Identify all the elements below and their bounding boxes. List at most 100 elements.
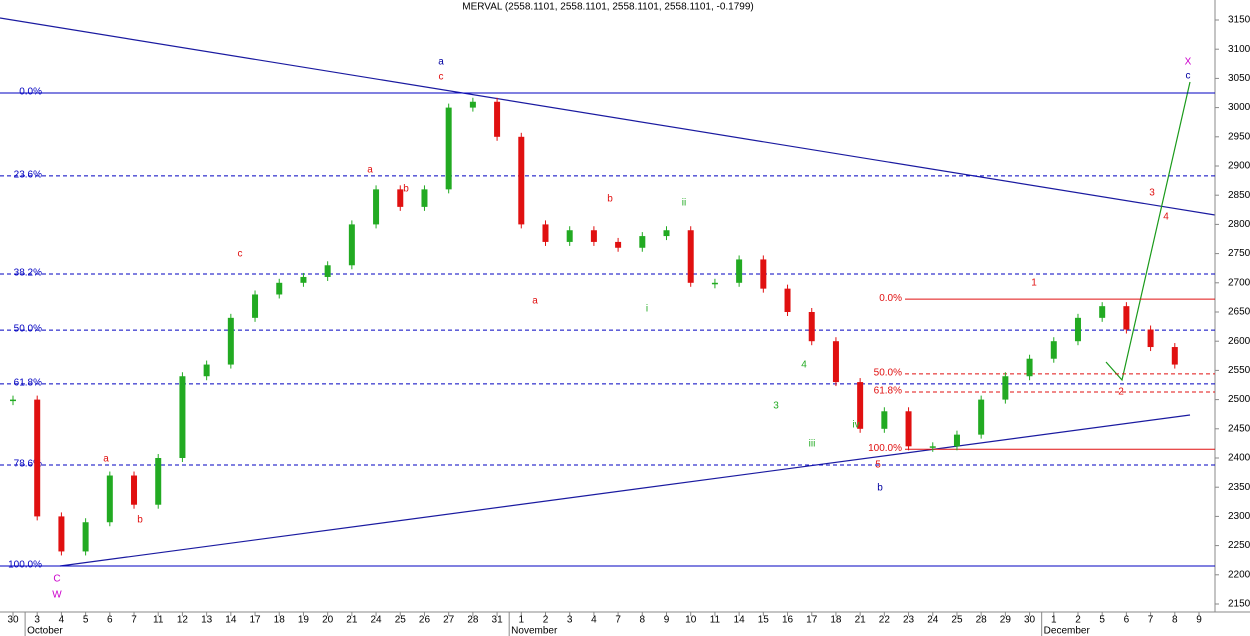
- x-tick-label: 30: [7, 615, 19, 626]
- wave-label: a: [367, 165, 373, 176]
- candle: [542, 224, 549, 242]
- x-tick-label: 17: [806, 615, 818, 626]
- y-tick-label: 3050: [1228, 73, 1250, 84]
- wave-label: 3: [773, 401, 779, 412]
- candle: [469, 101, 476, 108]
- candle: [1050, 341, 1057, 359]
- candle: [10, 399, 16, 402]
- candle: [808, 312, 815, 342]
- candle: [566, 230, 573, 242]
- candle: [421, 189, 428, 207]
- x-tick-label: 28: [467, 615, 479, 626]
- candle: [687, 230, 694, 283]
- fib-label: 61.8%: [14, 377, 42, 388]
- candle: [348, 224, 355, 266]
- x-tick-label: 5: [1099, 615, 1105, 626]
- wave-label: c: [1186, 71, 1191, 82]
- x-tick-label: 10: [685, 615, 697, 626]
- y-tick-label: 2350: [1228, 482, 1250, 493]
- x-tick-label: 30: [1024, 615, 1036, 626]
- x-tick-label: 24: [370, 615, 382, 626]
- candle: [131, 475, 138, 505]
- x-tick-label: 14: [225, 615, 237, 626]
- candle: [494, 101, 501, 137]
- x-tick-label: 3: [34, 615, 40, 626]
- x-tick-label: 21: [855, 615, 867, 626]
- candle: [518, 136, 525, 225]
- month-label: December: [1044, 626, 1091, 636]
- candle: [929, 446, 936, 448]
- x-tick-label: 3: [567, 615, 573, 626]
- fib-label: 23.6%: [14, 170, 42, 181]
- candle: [106, 475, 113, 523]
- x-tick-label: 5: [83, 615, 89, 626]
- fib-label: 0.0%: [19, 87, 42, 98]
- y-tick-label: 2900: [1228, 161, 1250, 172]
- fib-label: 50.0%: [14, 324, 42, 335]
- x-tick-label: 29: [1000, 615, 1012, 626]
- wave-label: b: [403, 184, 409, 195]
- x-tick-label: 25: [951, 615, 963, 626]
- wave-label: a: [532, 296, 538, 307]
- wave-label: ii: [682, 198, 686, 209]
- y-tick-label: 3150: [1228, 15, 1250, 26]
- x-tick-label: 2: [1075, 615, 1081, 626]
- wave-label: 2: [1118, 387, 1124, 398]
- y-tick-label: 2200: [1228, 569, 1250, 580]
- candle: [373, 189, 380, 225]
- y-tick-label: 2550: [1228, 365, 1250, 376]
- x-tick-label: 19: [298, 615, 310, 626]
- candle: [881, 411, 888, 429]
- month-label: November: [511, 626, 558, 636]
- candle: [1171, 347, 1178, 365]
- x-tick-label: 8: [640, 615, 646, 626]
- x-tick-label: 2: [543, 615, 549, 626]
- x-tick-label: 8: [1172, 615, 1178, 626]
- candle: [397, 189, 404, 207]
- candle: [736, 259, 743, 283]
- fib-label: 100.0%: [8, 560, 42, 571]
- x-tick-label: 20: [322, 615, 334, 626]
- candle: [203, 364, 210, 377]
- trendline: [59, 414, 1191, 567]
- fib-label: 100.0%: [868, 443, 902, 454]
- candle: [58, 516, 65, 552]
- x-tick-label: 18: [274, 615, 286, 626]
- wave-label: i: [646, 304, 648, 315]
- x-tick-label: 11: [153, 615, 164, 626]
- wave-label: W: [52, 590, 62, 601]
- wave-label: 3: [1149, 188, 1155, 199]
- candle: [857, 382, 864, 429]
- x-tick-label: 26: [419, 615, 431, 626]
- x-tick-label: 1: [519, 615, 525, 626]
- y-tick-label: 2150: [1228, 599, 1250, 610]
- candle: [155, 458, 162, 505]
- candle: [252, 294, 259, 318]
- projection: [1105, 81, 1191, 382]
- y-tick-label: 2950: [1228, 131, 1250, 142]
- y-tick-label: 2700: [1228, 277, 1250, 288]
- candle: [760, 259, 767, 289]
- y-tick-label: 2650: [1228, 307, 1250, 318]
- candle: [1026, 358, 1033, 377]
- wave-label: 4: [1163, 212, 1169, 223]
- y-tick-label: 2300: [1228, 511, 1250, 522]
- x-tick-label: 25: [395, 615, 407, 626]
- fib-label: 78.6%: [14, 459, 42, 470]
- candle: [832, 341, 839, 383]
- wave-label: X: [1185, 57, 1192, 68]
- candle: [1099, 306, 1106, 318]
- y-tick-label: 2850: [1228, 190, 1250, 201]
- x-tick-label: 16: [782, 615, 794, 626]
- fib-label: 50.0%: [874, 368, 902, 379]
- x-tick-label: 28: [976, 615, 988, 626]
- candle: [615, 241, 622, 248]
- wave-label: 4: [801, 360, 807, 371]
- y-tick-label: 2400: [1228, 453, 1250, 464]
- candle: [905, 411, 912, 447]
- x-tick-label: 9: [1196, 615, 1202, 626]
- wave-label: b: [607, 194, 613, 205]
- wave-label: iv: [852, 420, 859, 431]
- y-tick-label: 3000: [1228, 102, 1250, 113]
